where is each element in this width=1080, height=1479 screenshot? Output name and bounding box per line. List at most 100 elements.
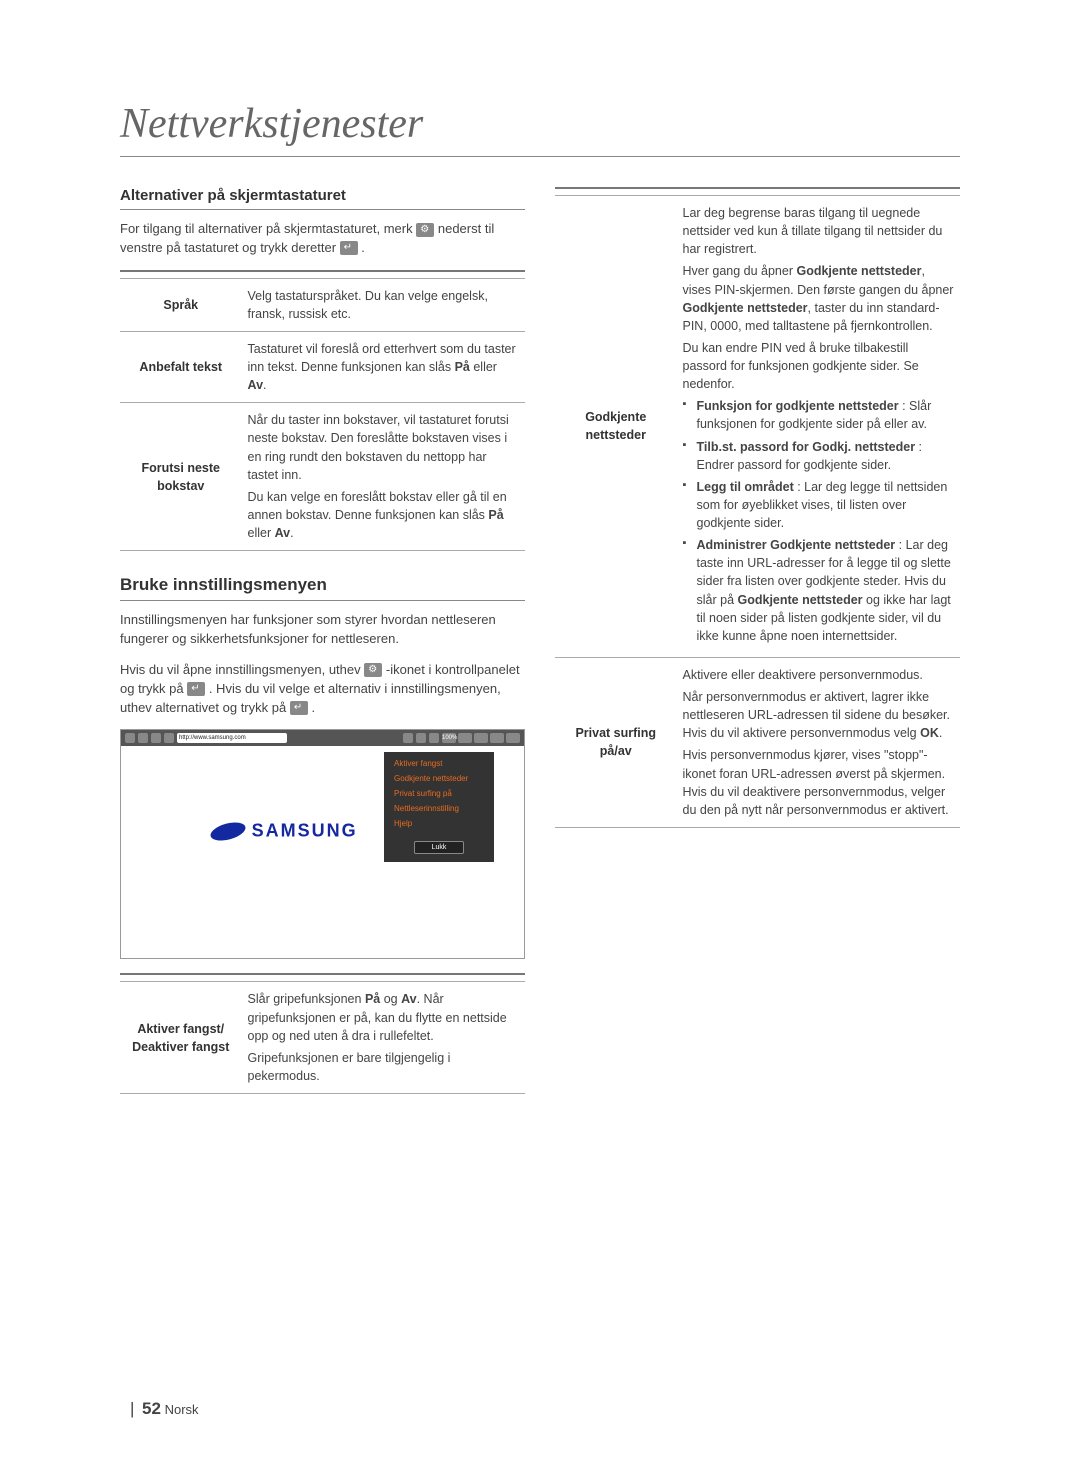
nav-icon — [151, 733, 161, 743]
alt-heading: Alternativer på skjermtastaturet — [120, 187, 525, 210]
menu-item: Privat surfing på — [384, 786, 494, 801]
close-icon — [506, 733, 520, 743]
text: . — [290, 526, 293, 540]
browser-screenshot: http://www.samsung.com 100% — [120, 729, 525, 959]
bold-text: Tilb.st. passord for Godkj. nettsteder — [697, 440, 916, 454]
table-row: Privat surfing på/av Aktivere eller deak… — [555, 657, 960, 827]
row-label: Privat surfing på/av — [555, 657, 677, 827]
text: Du kan velge en foreslått bokstav eller … — [248, 490, 507, 522]
content-columns: Alternativer på skjermtastaturet For til… — [120, 187, 960, 1106]
table-row: Anbefalt tekst Tastaturet vil foreslå or… — [120, 331, 525, 402]
row-desc: Slår gripefunksjonen På og Av. Når gripe… — [242, 982, 526, 1094]
text: Når personvernmodus er aktivert, lagrer … — [683, 688, 955, 742]
url-bar: http://www.samsung.com — [177, 733, 287, 743]
bold-text: På — [455, 360, 470, 374]
menu-item: Aktiver fangst — [384, 756, 494, 771]
settings-heading: Bruke innstillingsmenyen — [120, 575, 525, 601]
nav-icon — [403, 733, 413, 743]
alt-intro-text-3: . — [361, 240, 365, 255]
bold-text: OK — [920, 726, 939, 740]
text: Hver gang du åpner Godkjente nettsteder,… — [683, 262, 955, 335]
row-label: Anbefalt tekst — [120, 331, 242, 402]
text: Slår gripefunksjonen — [248, 992, 365, 1006]
right-controls: 100% — [442, 733, 520, 743]
list-item: Legg til området : Lar deg legge til net… — [683, 478, 955, 532]
bold-text: Godkjente nettsteder — [683, 301, 808, 315]
text: Du kan velge en foreslått bokstav eller … — [248, 488, 520, 542]
logo-icon — [208, 819, 247, 844]
row-desc: Lar deg begrense baras tilgang til uegne… — [677, 196, 961, 658]
left-column: Alternativer på skjermtastaturet For til… — [120, 187, 525, 1106]
bold-text: Godkjente nettsteder — [796, 264, 921, 278]
nav-icon — [416, 733, 426, 743]
text: Lar deg begrense baras tilgang til uegne… — [683, 204, 955, 258]
grip-table: Aktiver fangst/ Deaktiver fangst Slår gr… — [120, 981, 525, 1094]
close-button: Lukk — [414, 841, 464, 854]
bold-text: Funksjon for godkjente nettsteder — [697, 399, 899, 413]
logo-text: SAMSUNG — [252, 821, 358, 842]
nav-icon — [474, 733, 488, 743]
text: Aktivere eller deaktivere personvernmodu… — [683, 666, 955, 684]
text: Hver gang du åpner — [683, 264, 797, 278]
nav-icon — [490, 733, 504, 743]
text: . — [939, 726, 942, 740]
page-title: Nettverkstjenester — [120, 100, 960, 157]
list-item: Administrer Godkjente nettsteder : Lar d… — [683, 536, 955, 645]
text: Når du taster inn bokstaver, vil tastatu… — [248, 411, 520, 484]
enter-icon — [290, 701, 308, 715]
bold-text: Av — [401, 992, 417, 1006]
bold-text: Administrer Godkjente nettsteder — [697, 538, 896, 552]
text: Hvis du vil åpne innstillingsmenyen, uth… — [120, 662, 364, 677]
enter-icon — [340, 241, 358, 255]
text: og — [380, 992, 401, 1006]
settings-intro-2: Hvis du vil åpne innstillingsmenyen, uth… — [120, 661, 525, 718]
nav-icon — [458, 733, 472, 743]
row-label: Språk — [120, 278, 242, 331]
search-icon — [429, 733, 439, 743]
text: Når personvernmodus er aktivert, lagrer … — [683, 690, 951, 740]
row-label: Godkjente nettsteder — [555, 196, 677, 658]
footer-lang: Norsk — [165, 1402, 199, 1417]
gear-icon — [416, 223, 434, 237]
zoom-chip: 100% — [442, 733, 456, 743]
bold-text: Av — [248, 378, 264, 392]
enter-icon — [187, 682, 205, 696]
alt-intro-text-1: For tilgang til alternativer på skjermta… — [120, 221, 416, 236]
row-label: Aktiver fangst/ Deaktiver fangst — [120, 982, 242, 1094]
row-desc: Tastaturet vil foreslå ord etterhvert so… — [242, 331, 526, 402]
menu-item: Hjelp — [384, 816, 494, 831]
text: Gripefunksjonen er bare tilgjengelig i p… — [248, 1049, 520, 1085]
row-desc: Når du taster inn bokstaver, vil tastatu… — [242, 403, 526, 551]
table-row: Aktiver fangst/ Deaktiver fangst Slår gr… — [120, 982, 525, 1094]
bold-text: På — [365, 992, 380, 1006]
gear-icon — [364, 663, 382, 677]
right-column: Godkjente nettsteder Lar deg begrense ba… — [555, 187, 960, 1106]
bullet-list: Funksjon for godkjente nettsteder : Slår… — [683, 397, 955, 645]
settings-table: Godkjente nettsteder Lar deg begrense ba… — [555, 195, 960, 828]
text: Du kan endre PIN ved å bruke tilbakestil… — [683, 339, 955, 393]
nav-icon — [164, 733, 174, 743]
bold-text: Godkjente nettsteder — [738, 593, 863, 607]
row-label: Forutsi neste bokstav — [120, 403, 242, 551]
list-item: Funksjon for godkjente nettsteder : Slår… — [683, 397, 955, 433]
page-number: 52 — [142, 1399, 161, 1418]
text: eller — [470, 360, 497, 374]
browser-toolbar: http://www.samsung.com 100% — [121, 730, 524, 746]
row-desc: Aktivere eller deaktivere personvernmodu… — [677, 657, 961, 827]
text: . — [263, 378, 266, 392]
text: eller — [248, 526, 275, 540]
samsung-logo: SAMSUNG — [210, 821, 358, 842]
list-item: Tilb.st. passord for Godkj. nettsteder :… — [683, 438, 955, 474]
menu-item: Godkjente nettsteder — [384, 771, 494, 786]
nav-icon — [125, 733, 135, 743]
footer-pipe: | — [130, 1399, 134, 1418]
text: Slår gripefunksjonen På og Av. Når gripe… — [248, 990, 520, 1044]
nav-icon — [138, 733, 148, 743]
settings-intro-1: Innstillingsmenyen har funksjoner som st… — [120, 611, 525, 649]
bold-text: Av — [275, 526, 291, 540]
keyboard-options-table: Språk Velg tastaturspråket. Du kan velge… — [120, 278, 525, 552]
divider — [555, 187, 960, 189]
divider — [120, 973, 525, 975]
bold-text: På — [488, 508, 503, 522]
settings-popup: Aktiver fangst Godkjente nettsteder Priv… — [384, 752, 494, 862]
